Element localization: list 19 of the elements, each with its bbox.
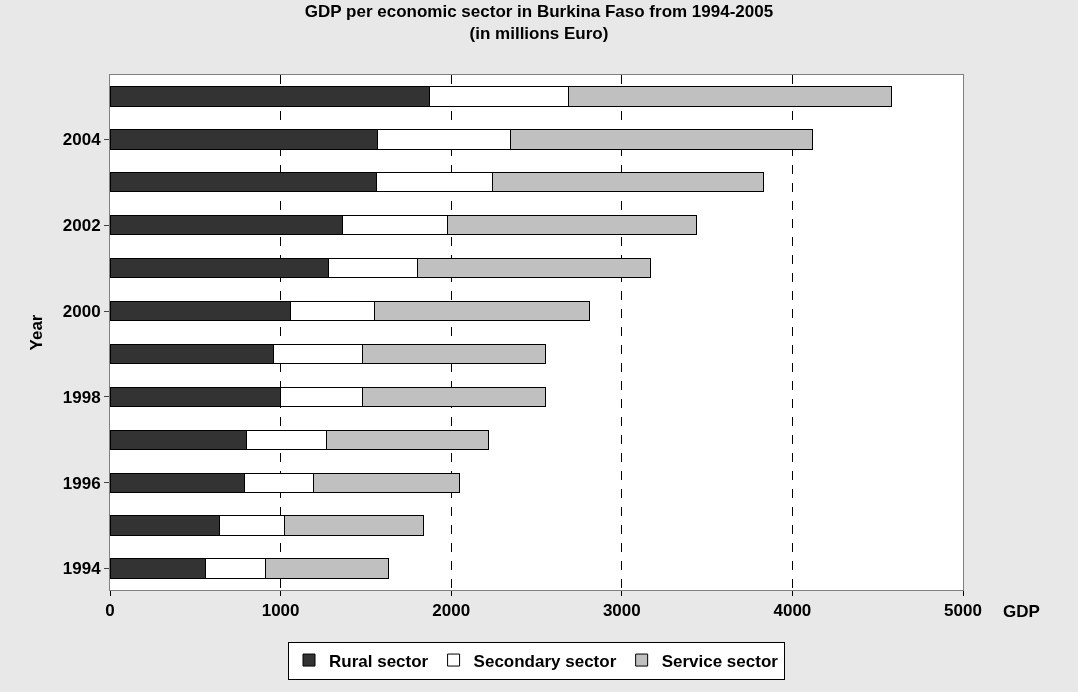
chart-subtitle: (in millions Euro) (469, 24, 609, 44)
y-tick-label: 1994 (62, 559, 102, 579)
x-tick-label: 2000 (432, 601, 471, 621)
y-tick-label: 1998 (62, 387, 101, 407)
legend-label: Secondary sector (473, 651, 617, 671)
chart-title: GDP per economic sector in Burkina Faso from 1994-2005 (304, 2, 774, 22)
y-tick-label: 2000 (62, 301, 101, 321)
legend-label: Service sector (661, 651, 779, 671)
y-tick-label: 1996 (62, 473, 101, 493)
x-axis-title: GDP (1003, 602, 1040, 621)
x-tick-label: 3000 (602, 601, 641, 621)
x-tick-label: 5000 (944, 601, 982, 621)
x-tick-label: 0 (105, 601, 115, 621)
legend-label: Rural sector (329, 651, 429, 671)
y-tick-label: 2002 (62, 216, 101, 236)
x-tick-label: 4000 (773, 601, 812, 621)
y-tick-label: 2004 (62, 130, 102, 150)
x-tick-label: 1000 (261, 601, 300, 621)
y-axis-title: Year (27, 314, 47, 351)
